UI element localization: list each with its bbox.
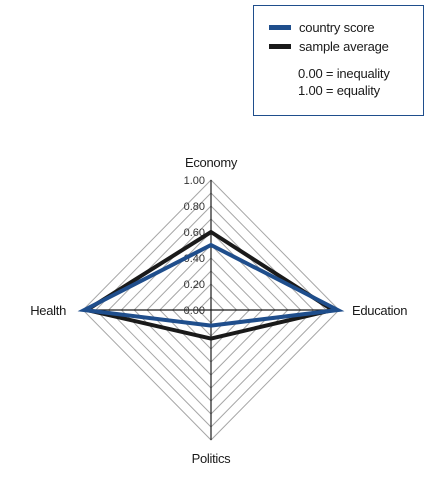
tick-label: 1.00 (184, 175, 205, 187)
tick-label: 0.20 (184, 279, 205, 291)
legend-item-sample-average: sample average (269, 38, 389, 54)
axis-label-health: Health (30, 303, 66, 318)
axis-label-economy: Economy (185, 155, 238, 170)
legend-note-equality: 1.00 = equality (298, 83, 380, 98)
series-country-score (77, 242, 345, 328)
legend-swatch-sample-average (269, 43, 291, 49)
tick-label: 0.80 (184, 201, 205, 213)
tick-label: 0.60 (184, 227, 205, 239)
axis-label-politics: Politics (192, 451, 232, 466)
legend-note-inequality: 0.00 = inequality (298, 66, 390, 81)
legend-item-country-score: country score (269, 19, 375, 35)
legend: country score sample average 0.00 = ineq… (253, 5, 424, 116)
tick-label: 0.00 (184, 305, 205, 317)
axis-label-education: Education (352, 303, 407, 318)
legend-swatch-country-score (269, 24, 291, 30)
legend-label-country-score: country score (299, 19, 375, 35)
series-sample-average (81, 229, 338, 341)
legend-label-sample-average: sample average (299, 38, 389, 54)
